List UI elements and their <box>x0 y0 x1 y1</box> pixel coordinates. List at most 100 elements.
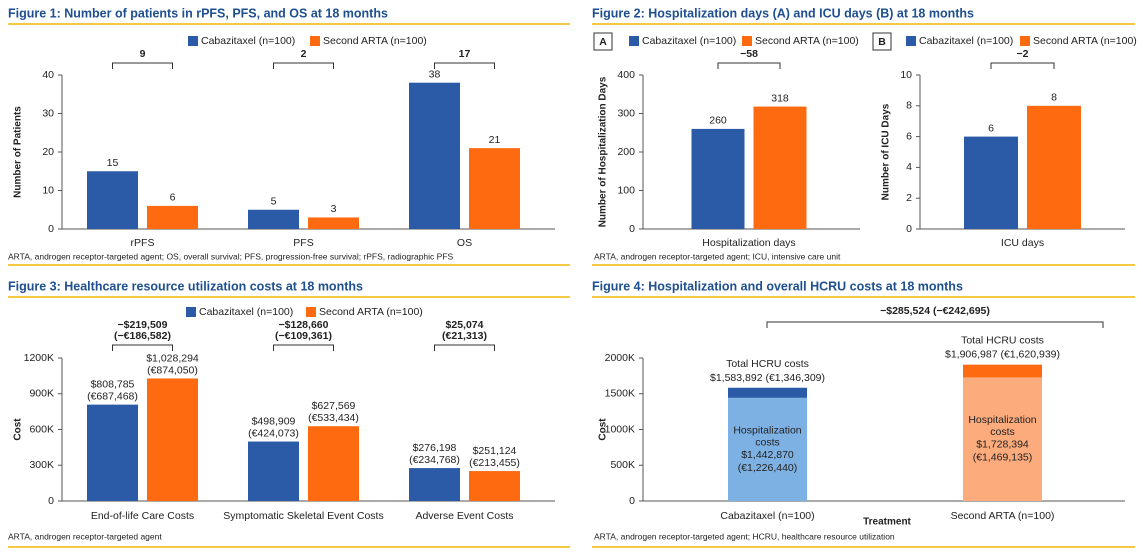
y-tick-label: 4 <box>906 161 912 173</box>
legend-swatch <box>906 36 916 46</box>
x-tick-label: ICU days <box>1001 237 1044 249</box>
legend-label: Cabazitaxel (n=100) <box>199 306 293 318</box>
y-tick-label: 0 <box>629 223 635 235</box>
y-tick-label: 200 <box>617 146 635 158</box>
value-label: $1,728,394 (€1,469,135) <box>973 438 1033 463</box>
panel-label: A <box>599 36 607 48</box>
y-tick-label: 0 <box>48 495 54 507</box>
value-label: 260 <box>709 115 727 127</box>
legend-swatch <box>306 307 316 317</box>
value-label: $498,909 (€424,073) <box>248 415 299 439</box>
legend-label: Cabazitaxel (n=100) <box>201 35 295 47</box>
bar <box>964 136 1018 229</box>
value-label: $808,785 (€687,468) <box>87 378 138 402</box>
segment-name: Hospitalization costs <box>968 414 1036 438</box>
difference-bracket <box>112 62 173 69</box>
footnote: ARTA, androgen receptor-targeted agent <box>8 531 162 541</box>
panel-box <box>593 32 613 51</box>
bar <box>147 205 198 229</box>
y-tick-label: 1000K <box>605 423 635 435</box>
bar <box>1027 105 1081 229</box>
value-label: 6 <box>170 192 176 204</box>
x-tick-label: OS <box>457 237 472 249</box>
value-label: 5 <box>271 196 277 208</box>
chart-title: Figure 1: Number of patients in rPFS, PF… <box>8 6 388 20</box>
bar <box>87 171 138 229</box>
y-tick-label: 600K <box>29 423 54 435</box>
y-tick-label: 0 <box>906 223 912 235</box>
difference-bracket <box>990 62 1055 69</box>
y-tick-label: 20 <box>42 146 54 158</box>
x-tick-label: Hospitalization days <box>702 237 795 249</box>
x-tick-label: Symptomatic Skeletal Event Costs <box>223 510 383 522</box>
y-tick-label: 0 <box>48 223 54 235</box>
difference-label: −58 <box>740 48 758 60</box>
bar <box>308 426 359 501</box>
legend-swatch <box>742 36 752 46</box>
legend-label: Second ARTA (n=100) <box>323 35 427 47</box>
y-tick-label: 0 <box>629 495 635 507</box>
bar <box>409 468 460 501</box>
bar <box>147 378 198 501</box>
value-label: 15 <box>107 157 119 169</box>
legend-label: Second ARTA (n=100) <box>319 306 423 318</box>
y-tick-label: 100 <box>617 184 635 196</box>
y-axis-label: Number of Patients <box>13 106 24 198</box>
value-label: 6 <box>988 122 994 134</box>
difference-label: −$219,509 (−€186,582) <box>114 319 171 342</box>
legend-swatch <box>188 36 198 46</box>
difference-bracket <box>766 321 1104 328</box>
difference-bracket <box>273 62 334 69</box>
difference-label: −$285,524 (−€242,695) <box>880 305 990 317</box>
legend-swatch <box>186 307 196 317</box>
value-label: $627,569 (€533,434) <box>308 400 359 424</box>
panel-box <box>872 32 892 51</box>
difference-bracket <box>112 344 173 351</box>
y-tick-label: 1200K <box>24 352 54 364</box>
legend-label: Cabazitaxel (n=100) <box>642 35 736 47</box>
difference-label: −2 <box>1017 48 1029 60</box>
chart-title: Figure 4: Hospitalization and overall HC… <box>592 279 963 293</box>
value-label: $251,124 (€213,455) <box>469 445 520 469</box>
bar <box>409 82 460 229</box>
bar <box>753 106 807 229</box>
y-tick-label: 40 <box>42 69 54 81</box>
x-tick-label: PFS <box>293 237 313 249</box>
bar <box>469 148 520 229</box>
value-label: 8 <box>1051 92 1057 104</box>
legend-label: Second ARTA (n=100) <box>755 35 859 47</box>
difference-label: 2 <box>301 48 307 60</box>
difference-bracket <box>273 344 334 351</box>
difference-label: −$128,660 (−€109,361) <box>275 319 332 342</box>
value-label: 318 <box>771 92 789 104</box>
bar <box>308 217 359 229</box>
legend-label: Second ARTA (n=100) <box>1033 35 1137 47</box>
y-tick-label: 500K <box>610 459 635 471</box>
y-axis-label: Cost <box>598 418 609 441</box>
y-tick-label: 1500K <box>605 388 635 400</box>
y-axis-label: Number of ICU Days <box>881 103 892 200</box>
x-tick-label: Adverse Event Costs <box>415 510 513 522</box>
total-label: Total HCRU costs $1,583,892 (€1,346,309) <box>710 358 825 384</box>
x-tick-label: Cabazitaxel (n=100) <box>720 510 814 522</box>
panel-label: B <box>878 36 886 48</box>
bar <box>248 441 299 501</box>
footnote: ARTA, androgen receptor-targeted agent; … <box>594 251 841 261</box>
y-tick-label: 300 <box>617 107 635 119</box>
x-axis-label: Treatment <box>863 517 911 528</box>
difference-bracket <box>434 62 495 69</box>
legend-label: Cabazitaxel (n=100) <box>919 35 1013 47</box>
legend-swatch <box>629 36 639 46</box>
value-label: 38 <box>429 68 441 80</box>
total-label: Total HCRU costs $1,906,987 (€1,620,939) <box>945 334 1060 360</box>
y-tick-label: 30 <box>42 107 54 119</box>
x-tick-label: Second ARTA (n=100) <box>951 510 1055 522</box>
bar-segment <box>728 397 807 501</box>
value-label: 3 <box>331 203 337 215</box>
value-label: 21 <box>489 134 501 146</box>
bar-segment <box>728 387 807 398</box>
value-label: $1,028,294 (€874,050) <box>146 352 199 376</box>
y-tick-label: 900K <box>29 388 54 400</box>
difference-label: 17 <box>459 48 471 60</box>
y-axis-label: Cost <box>13 418 24 441</box>
